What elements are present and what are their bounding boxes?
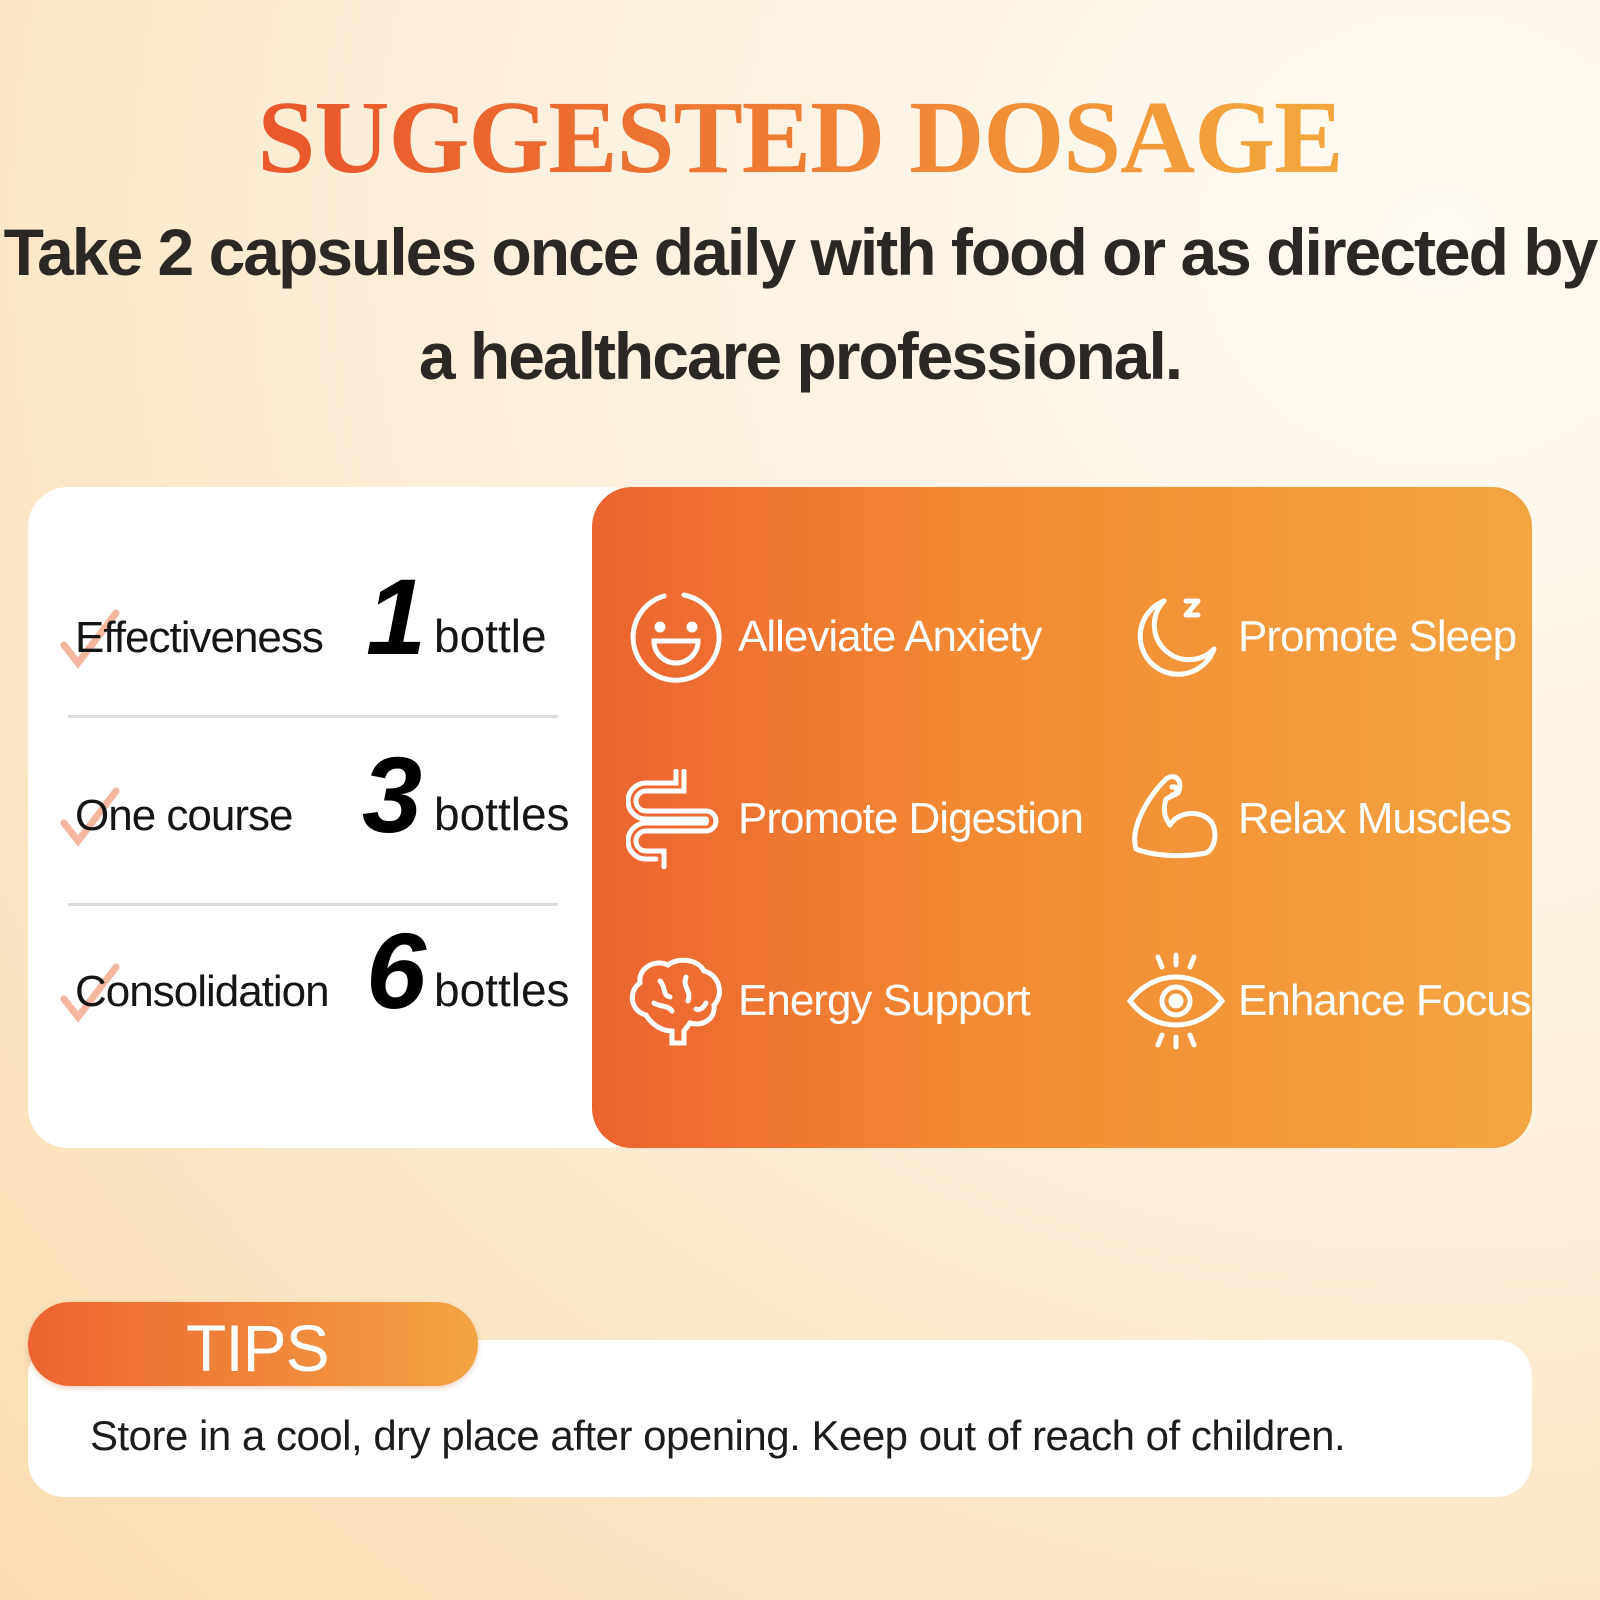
check-icon [60,787,120,847]
benefit-item: Enhance Focus [1126,951,1532,1051]
dosage-number: 1 [366,556,427,677]
benefit-label: Alleviate Anxiety [738,612,1042,661]
dosage-unit: bottles [434,964,570,1016]
benefit-label: Promote Digestion [738,794,1084,843]
tips-badge: TIPS [28,1302,478,1386]
check-icon [60,609,120,669]
intestine-icon [626,769,719,869]
dosage-row: Consolidation 6 bottles [28,910,628,1041]
dosage-number: 6 [366,910,427,1031]
check-icon [60,963,120,1023]
benefit-label: Relax Muscles [1238,794,1512,843]
dosage-card: Effectiveness 1 bottle One course 3 bott… [28,487,648,1148]
brain-icon [629,957,722,1046]
dosage-row: Effectiveness 1 bottle [28,556,628,687]
benefit-item: Relax Muscles [1126,769,1512,869]
tips-text: Store in a cool, dry place after opening… [90,1412,1346,1459]
divider [68,903,558,906]
flexed-arm-icon [1132,774,1218,859]
moon-sleep-icon [1137,598,1217,677]
dosage-label: Consolidation [75,967,330,1016]
benefit-item: Promote Sleep [1126,587,1517,687]
dosage-unit: bottles [434,788,570,840]
benefit-item: Promote Digestion [626,769,1084,869]
dosage-instruction: Take 2 capsules once daily with food or … [3,215,1599,393]
dosage-label: One course [75,791,293,840]
benefit-item: Alleviate Anxiety [626,587,1042,687]
dosage-unit: bottle [434,610,547,662]
benefit-item: Energy Support [626,951,1031,1051]
dosage-number: 3 [362,734,423,855]
benefit-label: Enhance Focus [1238,976,1532,1025]
dosage-row: One course 3 bottles [28,734,628,865]
page-title: SUGGESTED DOSAGE [0,78,1600,197]
divider [68,715,558,718]
tips-label: TIPS [186,1311,330,1385]
eye-icon [1126,952,1226,1050]
dosage-label: Effectiveness [75,613,324,662]
smiley-face-icon [630,592,722,683]
benefit-label: Energy Support [738,976,1031,1025]
benefit-label: Promote Sleep [1238,612,1517,661]
benefits-card: Alleviate Anxiety Promote Sleep Promote … [592,487,1532,1148]
